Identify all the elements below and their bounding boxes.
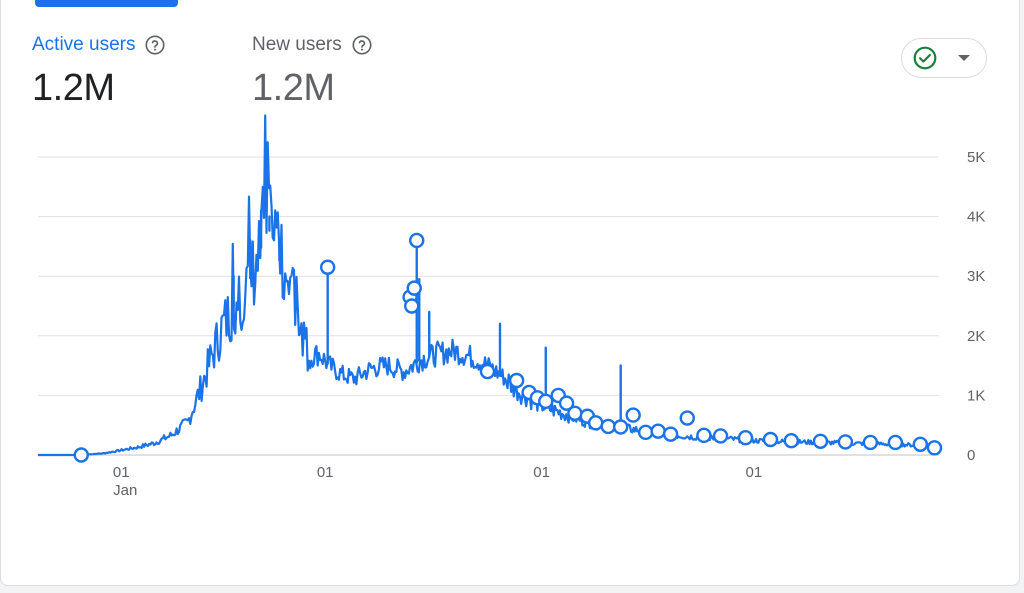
y-tick-label: 2K — [967, 328, 985, 345]
anomaly-marker — [650, 423, 666, 439]
anomaly-marker — [762, 431, 779, 448]
active-users-metric[interactable]: Active users 1.2M — [32, 33, 166, 110]
anomaly-marker — [696, 427, 712, 444]
anomaly-marker — [837, 434, 854, 450]
active-tab-indicator — [35, 0, 178, 7]
anomaly-marker — [887, 434, 904, 451]
x-tick-label: 01 — [746, 464, 763, 481]
anomaly-marker — [926, 440, 943, 456]
anomaly-marker — [567, 405, 583, 421]
active-users-label: Active users — [32, 34, 136, 55]
x-tick-sublabel: Jan — [113, 482, 137, 499]
x-tick-label: 01 — [533, 464, 550, 481]
help-circle-icon[interactable] — [144, 34, 166, 56]
anomaly-marker — [662, 426, 679, 442]
anomaly-marker — [812, 433, 829, 449]
anomaly-marker — [625, 407, 641, 423]
new-users-label: New users — [252, 34, 342, 55]
anomaly-marker — [588, 415, 604, 431]
anomaly-marker — [73, 447, 89, 463]
anomaly-marker — [912, 436, 929, 452]
anomaly-marker — [479, 363, 496, 380]
anomaly-marker — [637, 424, 654, 441]
active-users-line — [38, 114, 938, 457]
anomaly-marker — [406, 280, 422, 296]
y-tick-label: 0 — [967, 447, 975, 464]
anomaly-marker — [404, 298, 420, 314]
caret-down-icon — [958, 55, 970, 61]
anomaly-marker — [558, 395, 575, 411]
anomaly-marker — [712, 428, 729, 444]
anomaly-marker — [319, 259, 336, 275]
status-dropdown-button[interactable] — [901, 38, 987, 78]
anomaly-marker — [409, 232, 425, 249]
anomaly-marker — [600, 418, 616, 435]
anomaly-marker — [737, 430, 754, 446]
x-tick-label: 01 — [317, 464, 334, 481]
active-users-value: 1.2M — [32, 67, 115, 109]
anomaly-marker — [783, 432, 800, 449]
check-circle-icon — [913, 46, 937, 70]
x-tick-label: 01 — [113, 464, 130, 481]
y-tick-label: 5K — [967, 149, 985, 166]
anomaly-marker — [538, 393, 554, 410]
new-users-value: 1.2M — [252, 67, 335, 109]
y-tick-label: 3K — [967, 268, 985, 285]
help-circle-icon[interactable] — [351, 34, 373, 56]
y-tick-label: 4K — [967, 209, 985, 226]
anomaly-marker — [679, 410, 695, 426]
anomaly-marker — [862, 434, 879, 451]
y-tick-label: 1K — [967, 387, 985, 404]
anomaly-marker — [612, 419, 629, 435]
new-users-metric[interactable]: New users 1.2M — [252, 33, 373, 110]
anomaly-marker — [508, 372, 525, 389]
